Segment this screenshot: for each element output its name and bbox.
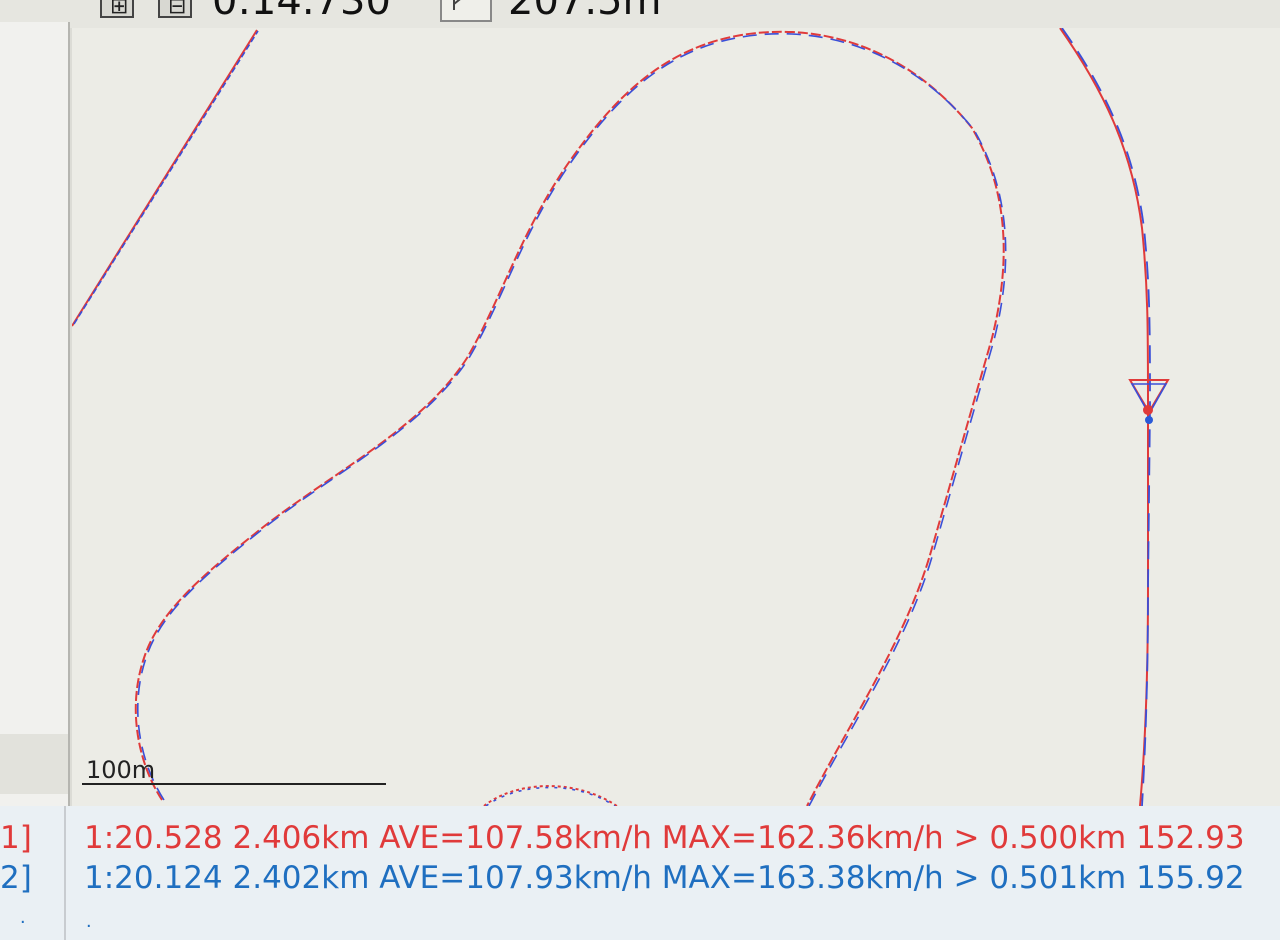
- lap-summary: 1:20.124 2.402km AVE=107.93km/h MAX=163.…: [84, 860, 1245, 896]
- scale-label: 100m: [86, 756, 156, 784]
- track-line-lap2: [73, 30, 259, 325]
- empty-row-marker: .: [20, 906, 26, 928]
- track-line-lap1: [134, 30, 1005, 806]
- track-line-lap1: [1059, 28, 1149, 806]
- time-readout: 0:14.730: [212, 0, 391, 24]
- pointer-tool-icon: [453, 0, 461, 10]
- empty-row-marker: .: [86, 910, 92, 932]
- distance-readout: 207.5m: [508, 0, 662, 24]
- left-panel-strip: [0, 734, 68, 794]
- lap-index: 2]: [0, 860, 32, 896]
- minus-box-icon: ⊟: [168, 0, 187, 19]
- zoom-in-button[interactable]: ⊞: [100, 0, 134, 19]
- position-marker-lap2: [1130, 383, 1168, 416]
- pointer-tool-button[interactable]: [440, 0, 492, 22]
- lap-info-panel: 1] 1:20.528 2.406km AVE=107.58km/h MAX=1…: [0, 806, 1280, 940]
- lap-summary: 1:20.528 2.406km AVE=107.58km/h MAX=162.…: [84, 820, 1245, 856]
- lap-index: 1]: [0, 820, 32, 856]
- track-map[interactable]: 100m: [72, 28, 1280, 806]
- track-line-lap2: [485, 786, 616, 806]
- plus-box-icon: ⊞: [110, 0, 129, 19]
- position-dot-lap1: [1143, 405, 1153, 415]
- track-line-lap2: [1061, 28, 1151, 806]
- toolbar: ⊞ ⊟ 0:14.730 207.5m: [0, 0, 1280, 28]
- track-map-canvas[interactable]: [72, 28, 1280, 806]
- track-line-lap1: [483, 785, 618, 806]
- track-line-lap2: [137, 33, 1007, 806]
- zoom-out-button[interactable]: ⊟: [158, 0, 192, 19]
- position-dot-lap2: [1145, 416, 1153, 424]
- lap-index-divider: [64, 806, 66, 940]
- left-panel: [0, 22, 70, 812]
